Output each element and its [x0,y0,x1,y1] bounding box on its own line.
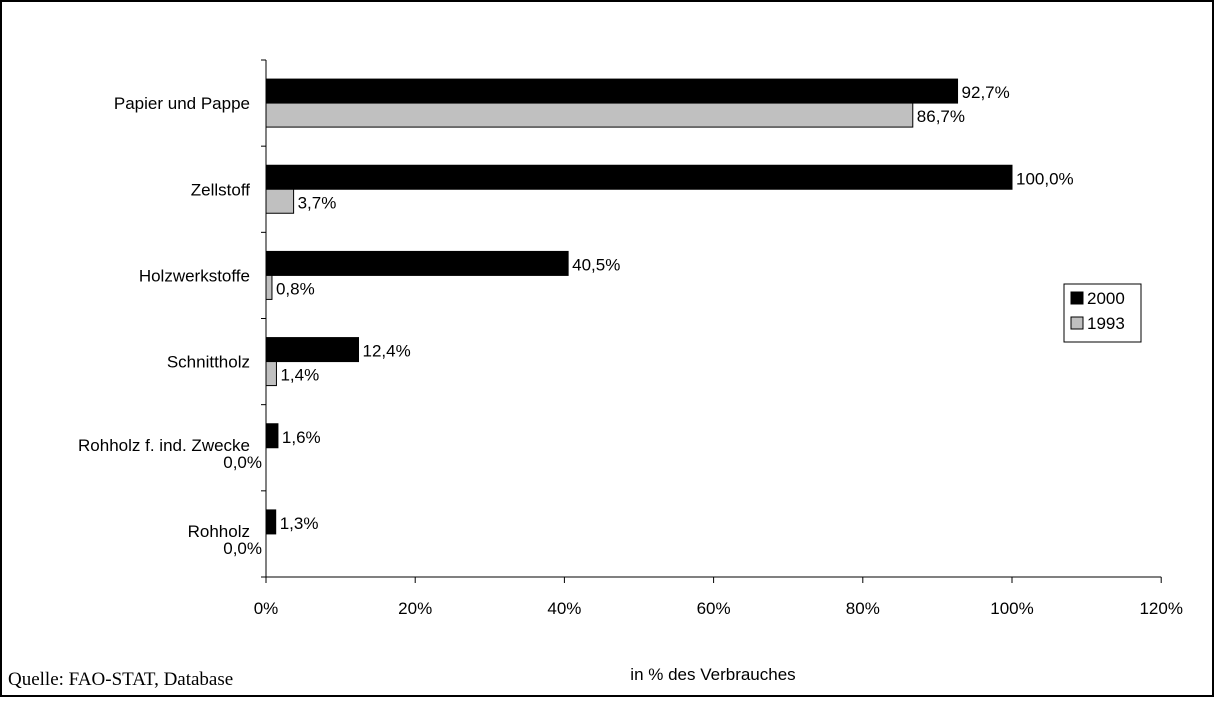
x-axis-ticks: 0% 20% 40% 60% 80% 100% 120% [254,577,1183,618]
data-label: 3,7% [298,193,337,212]
data-label: 0,8% [276,279,315,298]
data-label: 1,6% [282,428,321,447]
y-axis-ticks [261,59,266,578]
x-tick-label: 80% [846,599,880,618]
x-tick-label: 60% [697,599,731,618]
category-label: Schnittholz [167,353,250,372]
x-axis-title: in % des Verbrauches [630,665,795,684]
data-label: 0,0% [223,539,262,558]
bar-1993 [265,102,914,128]
bar-2000 [265,78,959,104]
data-labels: 92,7% 86,7% 100,0% 3,7% 40,5% 0,8% 12,4% 1,4% 1,… [223,83,1073,558]
x-tick-label: 100% [990,599,1033,618]
data-label: 12,4% [363,342,411,361]
category-label: Rohholz f. ind. Zwecke [78,436,250,455]
legend-swatch-1993 [1070,316,1084,330]
x-tick-label: 0% [254,599,279,618]
bar-1993 [265,188,295,214]
bar-2000 [265,423,279,449]
x-tick-label: 40% [547,599,581,618]
bar-1993 [265,274,273,300]
category-labels: Papier und Pappe Zellstoff Holzwerkstoffe S… [78,94,250,541]
data-label: 86,7% [917,107,965,126]
legend-label: 1993 [1087,314,1125,333]
data-label: 100,0% [1016,169,1074,188]
data-label: 92,7% [962,83,1010,102]
legend-swatch-2000 [1070,291,1084,305]
x-tick-label: 20% [398,599,432,618]
bar-2000 [265,509,277,535]
data-label: 1,3% [280,514,319,533]
bar-2000 [265,250,569,276]
legend: 2000 1993 [1063,283,1142,343]
category-label: Zellstoff [191,180,250,199]
x-tick-label: 120% [1139,599,1182,618]
data-label: 1,4% [280,366,319,385]
bar-2000 [265,164,1013,190]
bar-1993 [265,361,277,387]
bars [265,78,1013,535]
category-label: Rohholz [188,522,250,541]
data-label: 40,5% [572,255,620,274]
data-label: 0,0% [223,453,262,472]
category-label: Holzwerkstoffe [139,266,250,285]
source-note: Quelle: FAO-STAT, Database [8,669,234,690]
category-label: Papier und Pappe [114,94,250,113]
legend-label: 2000 [1087,289,1125,308]
bar-2000 [265,337,360,363]
